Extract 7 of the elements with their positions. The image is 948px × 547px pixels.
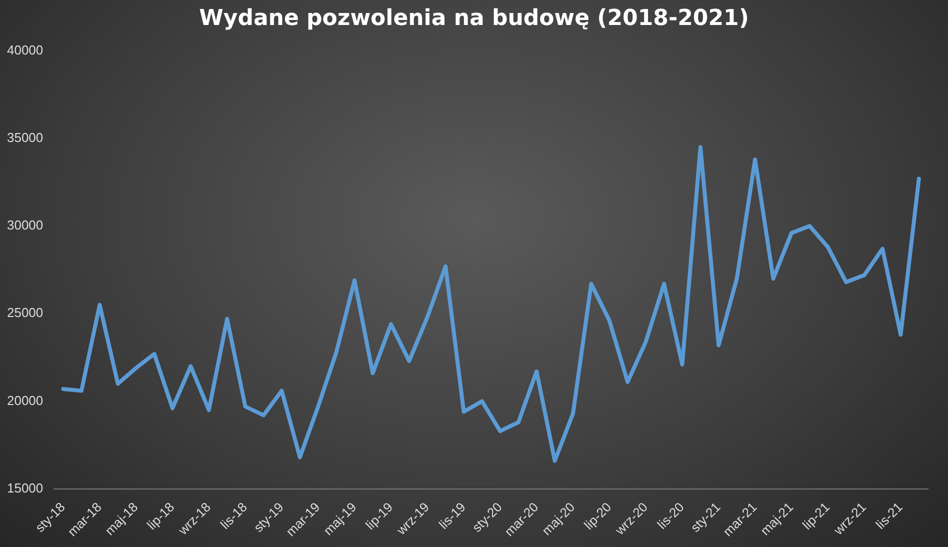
y-tick-label: 15000: [6, 480, 44, 496]
y-tick-label: 35000: [6, 130, 44, 145]
y-tick-label: 30000: [6, 218, 44, 233]
y-tick-label: 40000: [6, 42, 44, 58]
y-tick-label: 25000: [6, 305, 44, 320]
y-tick-label: 20000: [6, 392, 44, 408]
chart-title: Wydane pozwolenia na budowę (2018-2021): [198, 6, 750, 31]
